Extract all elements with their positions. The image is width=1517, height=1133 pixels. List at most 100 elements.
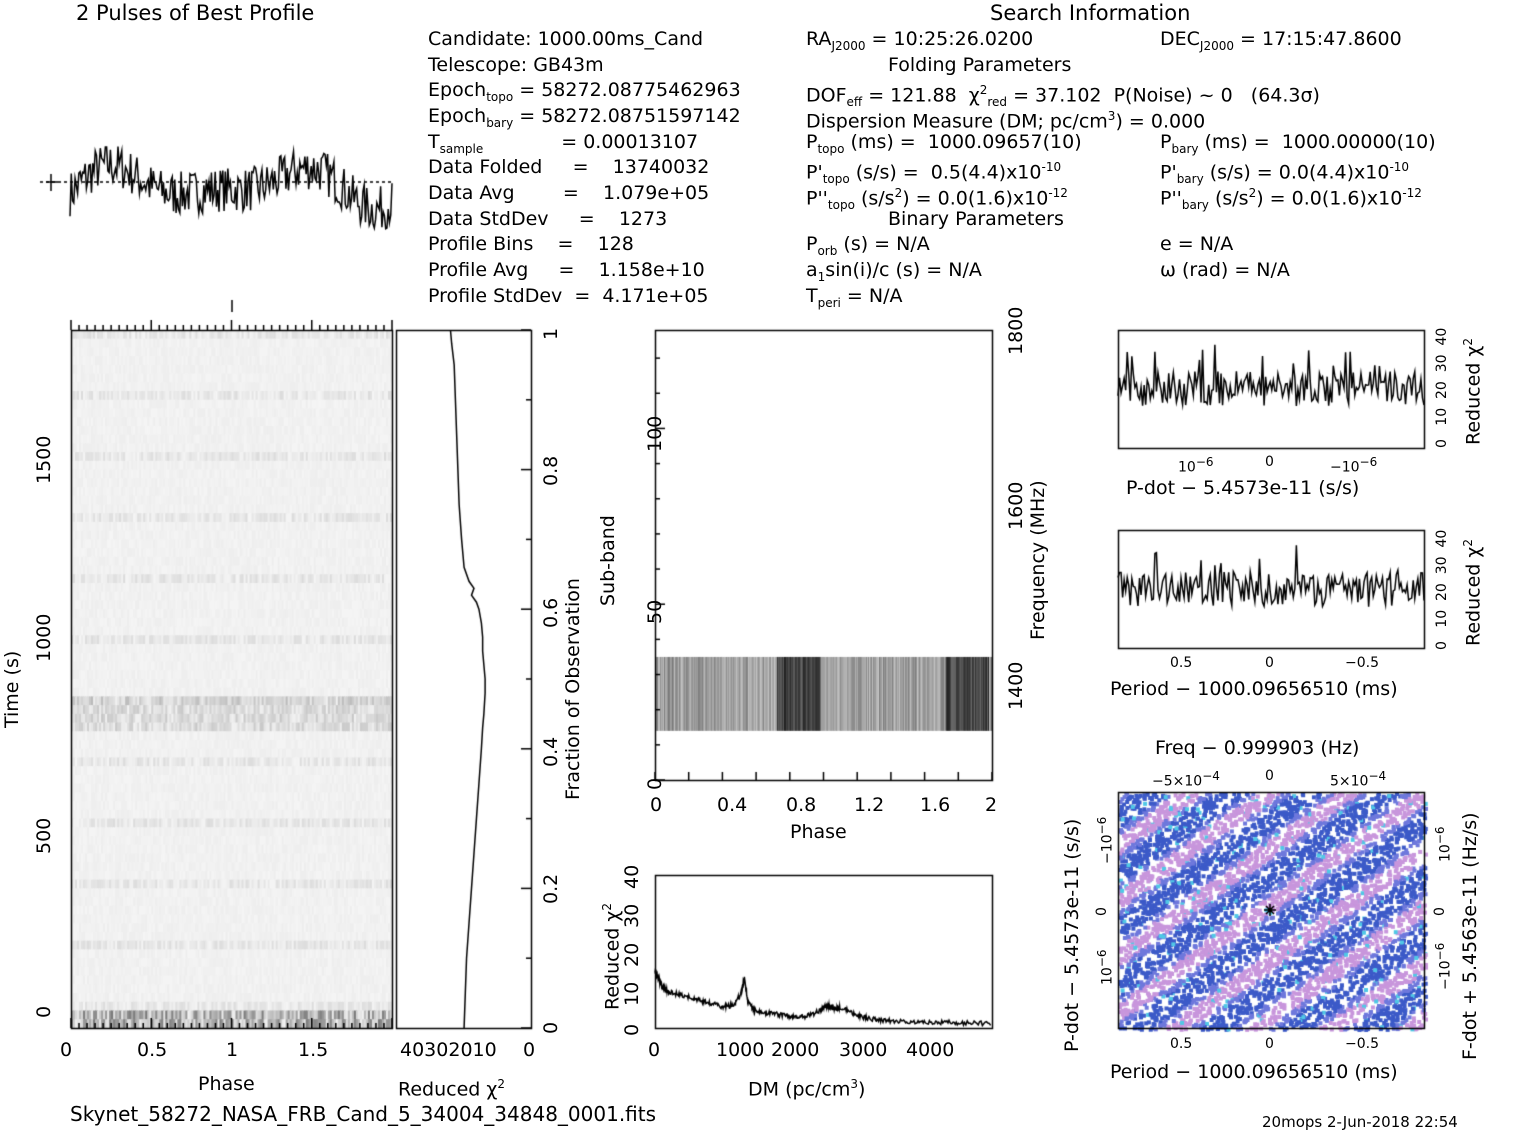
dm-ylabel: Reduced χ2 bbox=[600, 903, 624, 1010]
pd-xtick-0: 10−6 bbox=[1178, 455, 1214, 476]
sb-ytick-0: 0 bbox=[644, 777, 666, 790]
ra-line: RAJ2000 = 10:25:26.0200 bbox=[806, 28, 1034, 53]
footer-stamp: 20mops 2-Jun-2018 22:54 bbox=[1262, 1113, 1458, 1131]
per-xtick-2: −0.5 bbox=[1345, 655, 1379, 671]
pdot-bary-line: P'bary (s/s) = 0.0(4.4)x10-10 bbox=[1160, 160, 1410, 187]
sb-y2tick-2: 1800 bbox=[1005, 306, 1027, 355]
ptopo-line: Ptopo (ms) = 1000.09657(10) bbox=[806, 131, 1082, 156]
pd-xtick-2: −10−6 bbox=[1330, 455, 1378, 476]
tp-xtick-3: 1.5 bbox=[298, 1039, 329, 1061]
dm-ytick-0: 0 bbox=[621, 1023, 643, 1036]
folding-params-title: Folding Parameters bbox=[888, 54, 1072, 76]
fc-xlabel: Reduced χ2 bbox=[398, 1077, 505, 1101]
ppd-topt-0: −5×10−4 bbox=[1152, 769, 1220, 790]
sb-y2label: Frequency (MHz) bbox=[1027, 480, 1049, 640]
dm-line: Dispersion Measure (DM; pc/cm3) = 0.000 bbox=[806, 109, 1206, 133]
data-stddev-line: Data StdDev = 1273 bbox=[428, 208, 668, 230]
ecc-line: e = N/A bbox=[1160, 233, 1234, 255]
fc-ytick-1: 0.2 bbox=[540, 873, 562, 904]
footer-filename: Skynet_58272_NASA_FRB_Cand_5_34004_34848… bbox=[70, 1102, 657, 1126]
dm-xtick-2: 2000 bbox=[771, 1039, 820, 1061]
per-ylabel: Reduced χ2 bbox=[1461, 539, 1485, 646]
omega-line: ω (rad) = N/A bbox=[1160, 259, 1290, 281]
candidate-line: Candidate: 1000.00ms_Cand bbox=[428, 28, 704, 50]
ppd-ylabel: P-dot − 5.4573e-11 (s/s) bbox=[1061, 818, 1083, 1052]
pdot-topo-line: P'topo (s/s) = 0.5(4.4)x10-10 bbox=[806, 160, 1062, 187]
tp-xtick-1: 0.5 bbox=[137, 1039, 168, 1061]
per-yticks: 0 10 20 30 40 bbox=[1434, 529, 1450, 650]
dec-line: DECJ2000 = 17:15:47.8600 bbox=[1160, 28, 1402, 53]
data-folded-line: Data Folded = 13740032 bbox=[428, 156, 710, 178]
ppd-y2tick-2: −10−6 bbox=[1433, 942, 1454, 990]
sb-xtick-4: 1.6 bbox=[920, 794, 951, 816]
sb-y2tick-1: 1600 bbox=[1005, 481, 1027, 530]
ppd-ytick-2: −10−6 bbox=[1095, 816, 1116, 864]
sb-ytick-2: 100 bbox=[644, 415, 666, 452]
sb-xtick-3: 1.2 bbox=[854, 794, 885, 816]
pd-ylabel: Reduced χ2 bbox=[1461, 338, 1485, 445]
pddot-bary-line: P''bary (s/s2) = 0.0(1.6)x10-12 bbox=[1160, 186, 1422, 213]
pd-yticks: 0 10 20 30 40 bbox=[1434, 327, 1450, 448]
fc-ytick-4: 0.8 bbox=[540, 455, 562, 486]
sb-xlabel: Phase bbox=[790, 821, 847, 843]
tsample-line: Tsample = 0.00013107 bbox=[428, 131, 699, 156]
ppd-title: Freq − 0.999903 (Hz) bbox=[1155, 737, 1360, 759]
ppd-ytick-0: 10−6 bbox=[1095, 949, 1116, 985]
tp-ytick-3: 1500 bbox=[33, 435, 55, 484]
fc-ytick-2: 0.4 bbox=[540, 736, 562, 767]
fc-ytick-0: 0 bbox=[540, 1021, 562, 1034]
sb-xtick-2: 0.8 bbox=[786, 794, 817, 816]
ppd-ytick-1: 0 bbox=[1094, 907, 1110, 916]
dm-xtick-0: 0 bbox=[648, 1039, 661, 1061]
ppd-y2tick-1: 0 bbox=[1432, 907, 1448, 916]
tp-ytick-0: 0 bbox=[33, 1005, 55, 1018]
per-xtick-1: 0 bbox=[1265, 655, 1274, 671]
pd-xtick-1: 0 bbox=[1265, 454, 1274, 470]
tp-ytick-2: 1000 bbox=[33, 613, 55, 662]
sb-ytick-1: 50 bbox=[644, 599, 666, 624]
tp-xtick-0: 0 bbox=[60, 1039, 73, 1061]
ppd-xtick-2: −0.5 bbox=[1345, 1036, 1379, 1052]
dof-chi-line: DOFeff = 121.88 χ2red = 37.102 P(Noise) … bbox=[806, 83, 1320, 110]
per-xlabel: Period − 1000.09656510 (ms) bbox=[1110, 678, 1398, 700]
sb-xtick-1: 0.4 bbox=[717, 794, 748, 816]
tp-xlabel: Phase bbox=[198, 1073, 255, 1095]
profile-avg-line: Profile Avg = 1.158e+10 bbox=[428, 259, 705, 281]
sb-xtick-5: 2 bbox=[985, 794, 998, 816]
pbary-line: Pbary (ms) = 1000.00000(10) bbox=[1160, 131, 1436, 156]
search-info-title: Search Information bbox=[990, 1, 1191, 25]
dm-ytick-3: 30 bbox=[621, 903, 643, 928]
pddot-topo-line: P''topo (s/s2) = 0.0(1.6)x10-12 bbox=[806, 186, 1068, 213]
dm-ytick-2: 20 bbox=[621, 942, 643, 967]
dm-xtick-4: 4000 bbox=[906, 1039, 955, 1061]
dm-xtick-3: 3000 bbox=[839, 1039, 888, 1061]
fc-ylabel: Fraction of Observation bbox=[562, 578, 584, 800]
tperi-line: Tperi = N/A bbox=[806, 285, 903, 310]
ppd-topt-1: 0 bbox=[1265, 768, 1274, 784]
porb-line: Porb (s) = N/A bbox=[806, 233, 930, 258]
binary-params-title: Binary Parameters bbox=[888, 208, 1064, 230]
dm-xlabel: DM (pc/cm3) bbox=[748, 1077, 866, 1101]
telescope-line: Telescope: GB43m bbox=[428, 54, 604, 76]
epoch-topo-line: Epochtopo = 58272.08775462963 bbox=[428, 79, 741, 104]
ppd-xtick-1: 0 bbox=[1265, 1036, 1274, 1052]
fc-ytick-5: 1 bbox=[540, 327, 562, 340]
ppd-y2tick-0: 10−6 bbox=[1433, 826, 1454, 862]
tp-xtick-2: 1 bbox=[226, 1039, 239, 1061]
ppd-y2label: F-dot + 5.4563e-11 (Hz/s) bbox=[1459, 812, 1481, 1060]
sb-y2tick-0: 1400 bbox=[1005, 661, 1027, 710]
profile-stddev-line: Profile StdDev = 4.171e+05 bbox=[428, 285, 709, 307]
pd-xlabel: P-dot − 5.4573e-11 (s/s) bbox=[1126, 477, 1360, 499]
dm-ytick-1: 10 bbox=[621, 981, 643, 1006]
ppd-xlabel: Period − 1000.09656510 (ms) bbox=[1110, 1061, 1398, 1083]
profile-bins-line: Profile Bins = 128 bbox=[428, 233, 634, 255]
ppd-xtick-0: 0.5 bbox=[1170, 1036, 1193, 1052]
dm-xtick-1: 1000 bbox=[716, 1039, 765, 1061]
a1sini-line: a1sin(i)/c (s) = N/A bbox=[806, 259, 982, 284]
ppd-topt-2: 5×10−4 bbox=[1330, 769, 1387, 790]
fc-xtick-0: 40302010 bbox=[400, 1039, 497, 1061]
sb-ylabel: Sub-band bbox=[597, 515, 619, 606]
sb-xtick-0: 0 bbox=[650, 794, 663, 816]
dm-ytick-4: 40 bbox=[621, 864, 643, 889]
